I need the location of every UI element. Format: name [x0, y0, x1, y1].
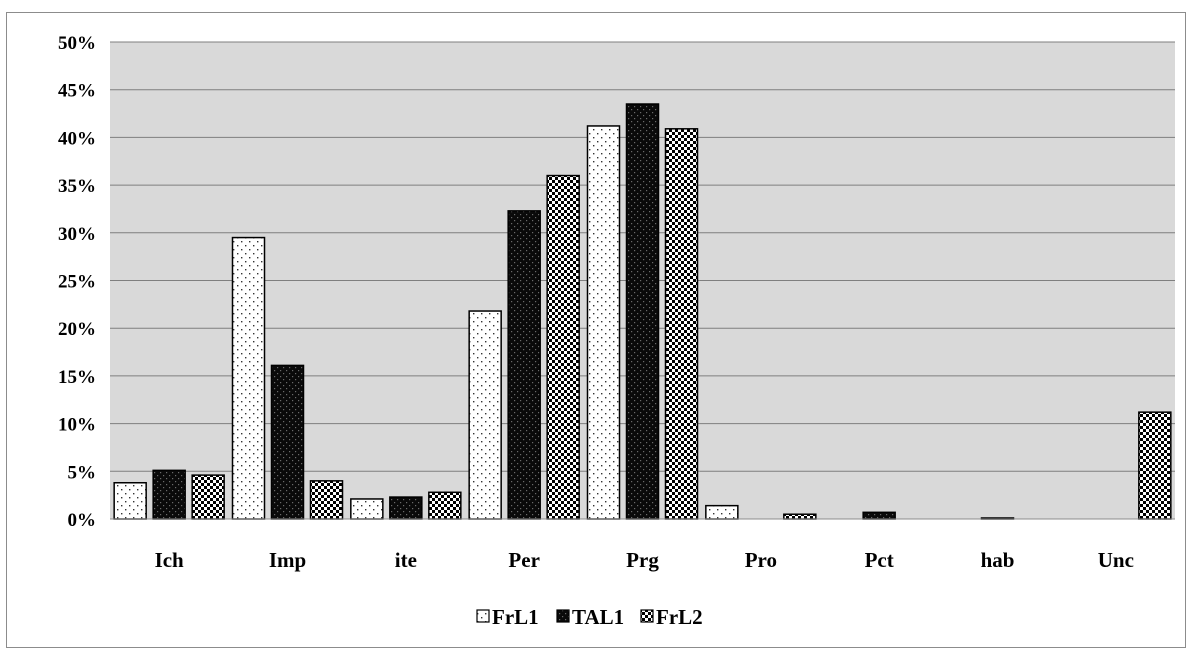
y-tick-label: 0%: [68, 510, 97, 531]
legend-label-frl2: FrL2: [656, 605, 703, 629]
y-tick-label: 35%: [58, 176, 96, 197]
x-category-label: Unc: [1098, 548, 1134, 572]
legend-label-frl1: FrL1: [492, 605, 539, 629]
legend-swatch-frl2: [640, 609, 654, 623]
bar-frl1-pro: [705, 504, 739, 520]
x-category-label: Imp: [269, 548, 306, 572]
legend-swatch-frl1: [476, 609, 490, 623]
y-tick-label: 10%: [58, 415, 96, 436]
y-tick-label: 30%: [58, 224, 96, 245]
bar-frl2-pro: [783, 513, 817, 520]
bar-frl1-ite: [350, 498, 384, 520]
legend: FrL1 TAL1 FrL2: [476, 605, 703, 629]
bar-frl2-imp: [309, 480, 344, 520]
x-category-label: Prg: [626, 548, 659, 572]
bar-tal1-imp: [270, 364, 305, 520]
bar-frl1-prg: [586, 125, 621, 520]
bar-frl2-ite: [428, 491, 462, 520]
y-tick-label: 50%: [58, 33, 96, 54]
legend-swatch-tal1: [556, 609, 570, 623]
y-tick-label: 15%: [58, 367, 96, 388]
x-category-label: Pct: [865, 548, 894, 572]
bar-frl1-ich: [113, 481, 147, 520]
x-category-label: Ich: [155, 548, 184, 572]
y-tick-label: 40%: [58, 128, 96, 149]
bar-tal1-ich: [152, 469, 186, 520]
x-category-label: Pro: [745, 548, 777, 572]
bars: [113, 103, 1172, 520]
y-tick-label: 25%: [58, 272, 96, 293]
bar-frl2-per: [546, 174, 580, 520]
bar-tal1-ite: [389, 496, 423, 520]
x-category-label: ite: [395, 548, 417, 572]
x-axis-categories: Ich Imp ite Per Prg Pro Pct hab Unc: [155, 548, 1134, 572]
y-tick-label: 45%: [58, 81, 96, 102]
bar-frl2-unc: [1138, 411, 1172, 520]
bar-tal1-per: [507, 210, 541, 520]
x-category-label: hab: [981, 548, 1015, 572]
bar-frl1-imp: [231, 236, 266, 520]
bar-tal1-prg: [625, 103, 660, 520]
bar-frl2-ich: [191, 474, 225, 520]
x-category-label: Per: [508, 548, 539, 572]
y-tick-label: 20%: [58, 319, 96, 340]
bar-tal1-pct: [862, 511, 896, 520]
y-tick-label: 5%: [68, 462, 97, 483]
bar-frl2-prg: [664, 128, 699, 520]
legend-label-tal1: TAL1: [572, 605, 624, 629]
bar-frl1-per: [468, 310, 502, 520]
y-axis-ticks: 0% 5% 10% 15% 20% 25% 30% 35% 40% 45% 50%: [58, 33, 96, 531]
